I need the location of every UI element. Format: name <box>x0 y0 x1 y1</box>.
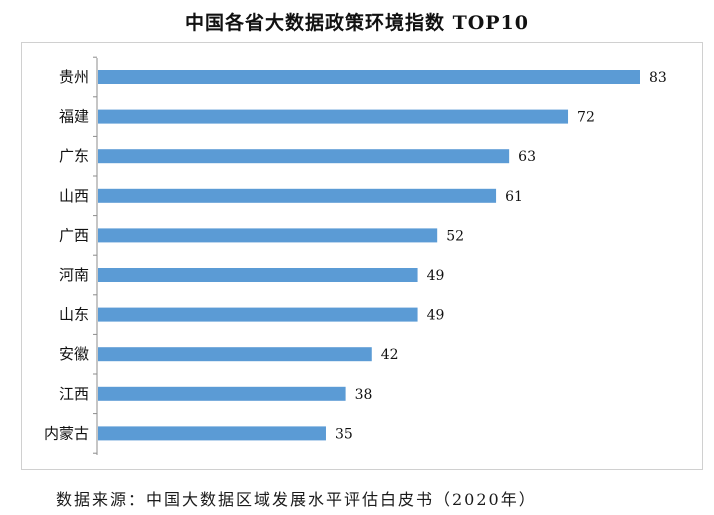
bar-山东 <box>98 307 418 322</box>
category-label: 山东 <box>59 306 89 324</box>
category-label: 广西 <box>59 226 89 244</box>
category-label: 河南 <box>59 266 89 284</box>
value-label: 83 <box>649 70 667 86</box>
source-note: 数据来源：中国大数据区域发展水平评估白皮书（2020年） <box>56 490 537 509</box>
bar-广东 <box>98 149 510 164</box>
chart-title: 中国各省大数据政策环境指数 TOP10 <box>184 12 530 34</box>
bar-贵州 <box>98 70 640 84</box>
value-label: 49 <box>427 308 445 324</box>
value-labels: 83 72 63 61 52 49 49 42 38 35 <box>335 70 667 442</box>
value-label: 42 <box>381 347 399 363</box>
bar-江西 <box>98 386 346 401</box>
category-label: 山西 <box>59 187 89 205</box>
value-label: 72 <box>577 110 595 126</box>
value-label: 35 <box>335 426 353 442</box>
category-label: 贵州 <box>59 68 89 86</box>
bar-山西 <box>98 188 497 203</box>
bar-广西 <box>98 228 438 243</box>
value-label: 63 <box>518 149 536 165</box>
bar-内蒙古 <box>98 426 326 441</box>
bar-安徽 <box>98 347 372 362</box>
category-label: 内蒙古 <box>44 424 89 442</box>
category-label: 福建 <box>59 108 89 126</box>
bar-河南 <box>98 268 418 282</box>
value-label: 38 <box>355 387 373 403</box>
category-label: 江西 <box>59 385 89 403</box>
category-label: 安徽 <box>59 345 89 363</box>
bar-福建 <box>98 109 569 124</box>
value-label: 49 <box>427 268 445 284</box>
value-label: 52 <box>446 228 464 244</box>
category-label: 广东 <box>59 147 89 165</box>
bar-group <box>93 56 640 454</box>
chart-frame <box>21 42 703 470</box>
value-label: 61 <box>505 189 523 205</box>
